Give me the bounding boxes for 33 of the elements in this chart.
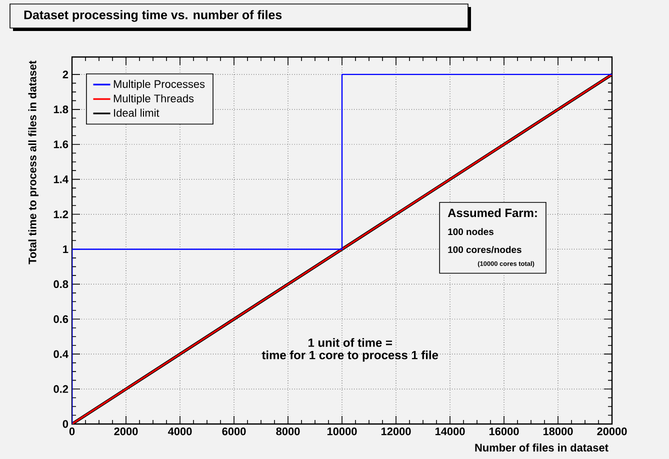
y-tick-label: 1 [63, 245, 68, 253]
y-tick-label: 1.4 [54, 176, 68, 184]
x-tick-label: 0 [69, 428, 75, 436]
x-tick-label: 16000 [489, 428, 519, 436]
x-tick-label: 14000 [435, 428, 465, 436]
annotation: 100 cores/nodes [448, 246, 522, 254]
x-tick-label: 10000 [327, 428, 357, 436]
x-tick-label: 6000 [222, 428, 246, 436]
y-tick-label: 2 [62, 70, 68, 78]
y-tick-label: 0.6 [54, 315, 68, 324]
annotation: 100 nodes [448, 228, 494, 236]
x-axis-title: Number of files in dataset [475, 444, 608, 452]
y-tick-label: 1.8 [54, 106, 68, 114]
y-tick-label: 0.4 [54, 350, 68, 358]
annotation: Assumed Farm: [448, 208, 537, 218]
x-tick-label: 12000 [381, 428, 411, 436]
x-tick-label: 4000 [168, 428, 192, 436]
y-axis-title: Total time to process all files in dataset [28, 60, 38, 264]
y-tick-label: 0.8 [54, 280, 68, 288]
legend-label: Multiple Processes [114, 80, 205, 90]
legend-label: Multiple Threads [114, 94, 194, 105]
x-tick-label: 18000 [543, 428, 573, 436]
y-tick-label: 0 [62, 420, 68, 428]
y-tick-label: 1.6 [54, 140, 68, 148]
x-tick-label: 8000 [276, 428, 300, 436]
chart-title: Dataset processing time vs. number of files [24, 10, 282, 22]
annotation: time for 1 core to process 1 file [262, 350, 438, 362]
x-tick-label: 2000 [114, 428, 138, 436]
x-tick-label: 20000 [597, 428, 627, 436]
annotation: 1 unit of time = [308, 338, 392, 347]
y-tick-label: 0.2 [54, 385, 68, 393]
legend-label: Ideal limit [114, 108, 160, 117]
y-tick-label: 1.2 [54, 210, 68, 218]
